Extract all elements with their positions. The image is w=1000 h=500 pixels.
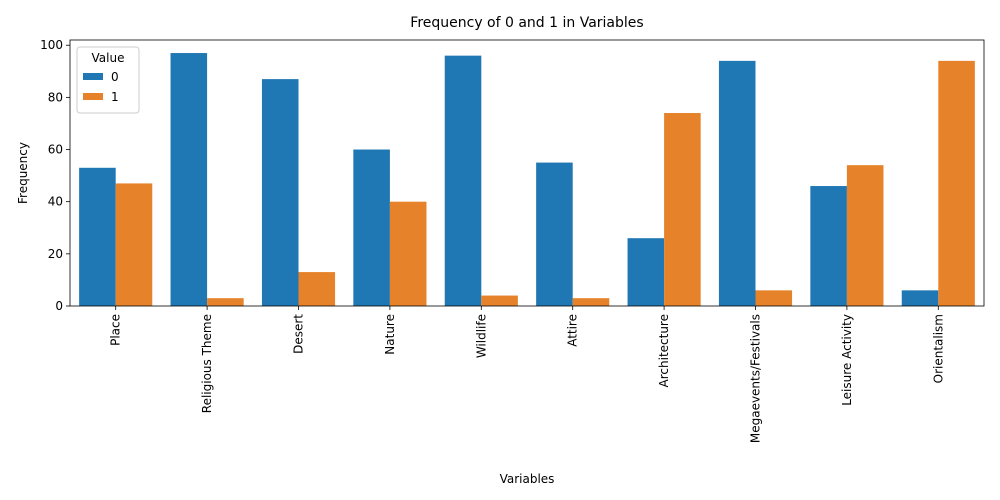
legend-swatch-0 — [83, 73, 103, 80]
x-tick-label: Attire — [566, 314, 580, 347]
bar-leisure-activity-value-1 — [846, 165, 884, 306]
legend: Value 0 1 — [76, 46, 140, 114]
x-tick-label: Wildlife — [474, 314, 488, 358]
y-tick-label: 60 — [48, 143, 63, 157]
x-tick-label: Megaevents/Festivals — [749, 314, 763, 443]
y-axis: 0 20 40 60 80 100 — [40, 38, 70, 313]
bar-orientalism-value-0 — [901, 290, 939, 306]
bar-attire-value-0 — [536, 162, 573, 306]
bar-attire-value-1 — [572, 298, 610, 306]
bar-megaevents-festivals-value-0 — [718, 60, 756, 306]
bar-wildlife-value-0 — [444, 55, 482, 306]
bar-nature-value-1 — [389, 201, 427, 306]
bar-leisure-activity-value-0 — [810, 186, 847, 306]
legend-title: Value — [92, 51, 125, 65]
bars-group — [79, 53, 975, 306]
y-axis-title: Frequency — [16, 142, 30, 204]
x-tick-label: Orientalism — [931, 314, 945, 383]
bar-architecture-value-1 — [664, 113, 701, 306]
bar-architecture-value-0 — [627, 238, 665, 306]
legend-label-1: 1 — [111, 90, 119, 104]
y-tick-label: 80 — [48, 90, 63, 104]
bar-religious-theme-value-0 — [170, 53, 208, 306]
x-tick-label: Desert — [292, 314, 306, 354]
x-tick-label: Nature — [383, 314, 397, 355]
x-tick-label: Religious Theme — [200, 314, 214, 413]
plot-frame — [69, 39, 985, 307]
x-axis-title: Variables — [500, 472, 555, 486]
y-tick-label: 100 — [40, 38, 63, 52]
bar-desert-value-0 — [261, 79, 299, 306]
bar-wildlife-value-1 — [481, 295, 518, 306]
bar-place-value-1 — [115, 183, 153, 306]
x-axis: Place Religious Theme Desert Nature Wildlife… — [109, 306, 945, 443]
bar-desert-value-1 — [298, 272, 336, 306]
bar-megaevents-festivals-value-1 — [755, 290, 793, 306]
y-tick-label: 40 — [48, 195, 63, 209]
y-tick-label: 20 — [48, 247, 63, 261]
bar-nature-value-0 — [353, 149, 390, 306]
y-tick-label: 0 — [55, 299, 63, 313]
x-tick-label: Leisure Activity — [840, 314, 854, 406]
chart-title: Frequency of 0 and 1 in Variables — [410, 15, 643, 31]
bar-place-value-0 — [79, 167, 116, 306]
legend-label-0: 0 — [111, 70, 119, 84]
bar-religious-theme-value-1 — [207, 298, 244, 306]
x-tick-label: Architecture — [657, 314, 671, 387]
bar-orientalism-value-1 — [938, 60, 975, 306]
x-tick-label: Place — [109, 314, 123, 346]
legend-swatch-1 — [83, 93, 103, 100]
